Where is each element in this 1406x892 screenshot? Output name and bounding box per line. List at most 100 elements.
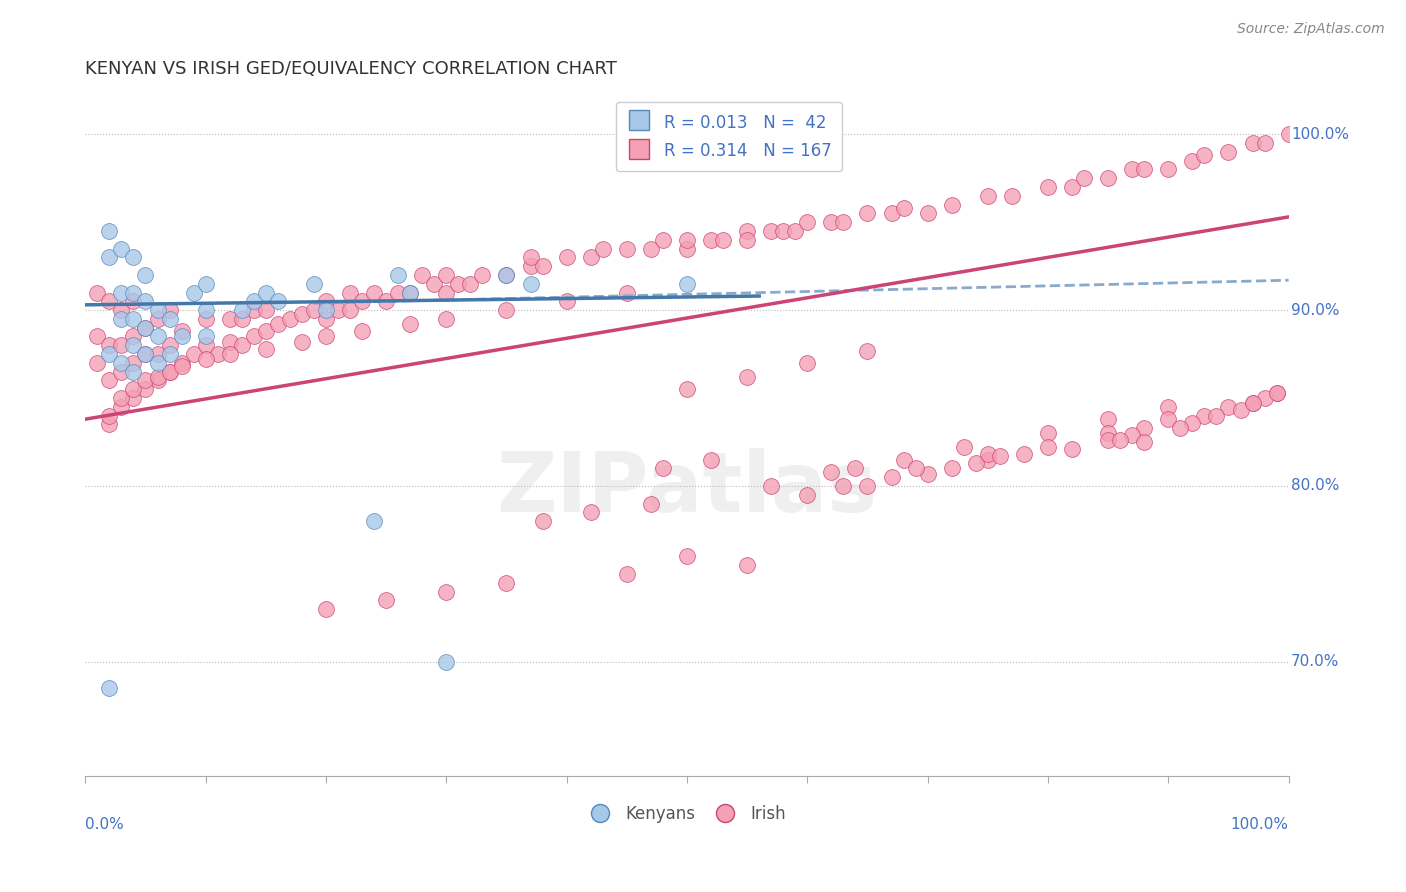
Point: [495, 303, 517, 318]
Point: [531, 259, 554, 273]
Point: [1121, 428, 1143, 442]
Point: [1241, 136, 1264, 150]
Point: [231, 303, 253, 318]
Point: [977, 447, 1000, 461]
Point: [399, 317, 422, 331]
Point: [880, 470, 903, 484]
Point: [315, 303, 337, 318]
Point: [159, 347, 181, 361]
Point: [893, 452, 915, 467]
Point: [1181, 416, 1204, 430]
Point: [302, 303, 325, 318]
Point: [555, 251, 578, 265]
Point: [159, 312, 181, 326]
Point: [1241, 396, 1264, 410]
Point: [917, 206, 939, 220]
Point: [735, 233, 758, 247]
Text: ZIPatlas: ZIPatlas: [496, 448, 877, 529]
Point: [772, 224, 794, 238]
Point: [1194, 148, 1216, 162]
Point: [315, 602, 337, 616]
Point: [844, 461, 866, 475]
Text: 100.0%: 100.0%: [1291, 127, 1348, 142]
Point: [110, 338, 132, 352]
Point: [122, 251, 145, 265]
Point: [977, 188, 1000, 202]
Text: 70.0%: 70.0%: [1291, 655, 1340, 669]
Point: [110, 285, 132, 300]
Point: [267, 294, 290, 309]
Point: [1253, 136, 1275, 150]
Point: [146, 303, 169, 318]
Point: [242, 329, 264, 343]
Point: [170, 329, 193, 343]
Point: [146, 347, 169, 361]
Point: [676, 549, 699, 564]
Point: [832, 479, 855, 493]
Point: [616, 285, 638, 300]
Point: [134, 374, 156, 388]
Point: [110, 356, 132, 370]
Point: [856, 206, 879, 220]
Point: [218, 347, 240, 361]
Point: [183, 285, 205, 300]
Point: [134, 320, 156, 334]
Point: [146, 374, 169, 388]
Point: [1157, 400, 1180, 414]
Point: [796, 488, 818, 502]
Point: [471, 268, 494, 282]
Point: [134, 320, 156, 334]
Point: [952, 440, 974, 454]
Point: [134, 347, 156, 361]
Point: [134, 347, 156, 361]
Point: [218, 334, 240, 349]
Point: [194, 352, 217, 367]
Point: [110, 365, 132, 379]
Point: [941, 197, 963, 211]
Point: [785, 224, 807, 238]
Point: [291, 334, 314, 349]
Point: [1097, 171, 1119, 186]
Point: [1133, 162, 1156, 177]
Point: [122, 382, 145, 396]
Point: [434, 268, 457, 282]
Point: [1036, 426, 1059, 441]
Point: [796, 215, 818, 229]
Point: [110, 312, 132, 326]
Point: [411, 268, 433, 282]
Point: [98, 409, 121, 423]
Point: [134, 268, 156, 282]
Point: [254, 324, 277, 338]
Point: [1097, 412, 1119, 426]
Point: [375, 593, 398, 607]
Point: [1060, 180, 1083, 194]
Point: [1157, 162, 1180, 177]
Point: [352, 294, 374, 309]
Point: [579, 505, 602, 519]
Point: [460, 277, 482, 291]
Text: 100.0%: 100.0%: [1230, 817, 1289, 832]
Point: [434, 285, 457, 300]
Point: [159, 365, 181, 379]
Point: [110, 242, 132, 256]
Point: [122, 329, 145, 343]
Point: [761, 479, 783, 493]
Point: [555, 294, 578, 309]
Point: [194, 329, 217, 343]
Point: [1265, 385, 1288, 400]
Point: [434, 655, 457, 669]
Point: [387, 268, 409, 282]
Point: [170, 356, 193, 370]
Point: [146, 329, 169, 343]
Point: [640, 242, 662, 256]
Point: [326, 303, 349, 318]
Point: [1121, 162, 1143, 177]
Point: [735, 224, 758, 238]
Point: [434, 312, 457, 326]
Point: [86, 356, 108, 370]
Point: [434, 584, 457, 599]
Point: [1181, 153, 1204, 168]
Point: [170, 324, 193, 338]
Point: [700, 452, 723, 467]
Point: [1036, 180, 1059, 194]
